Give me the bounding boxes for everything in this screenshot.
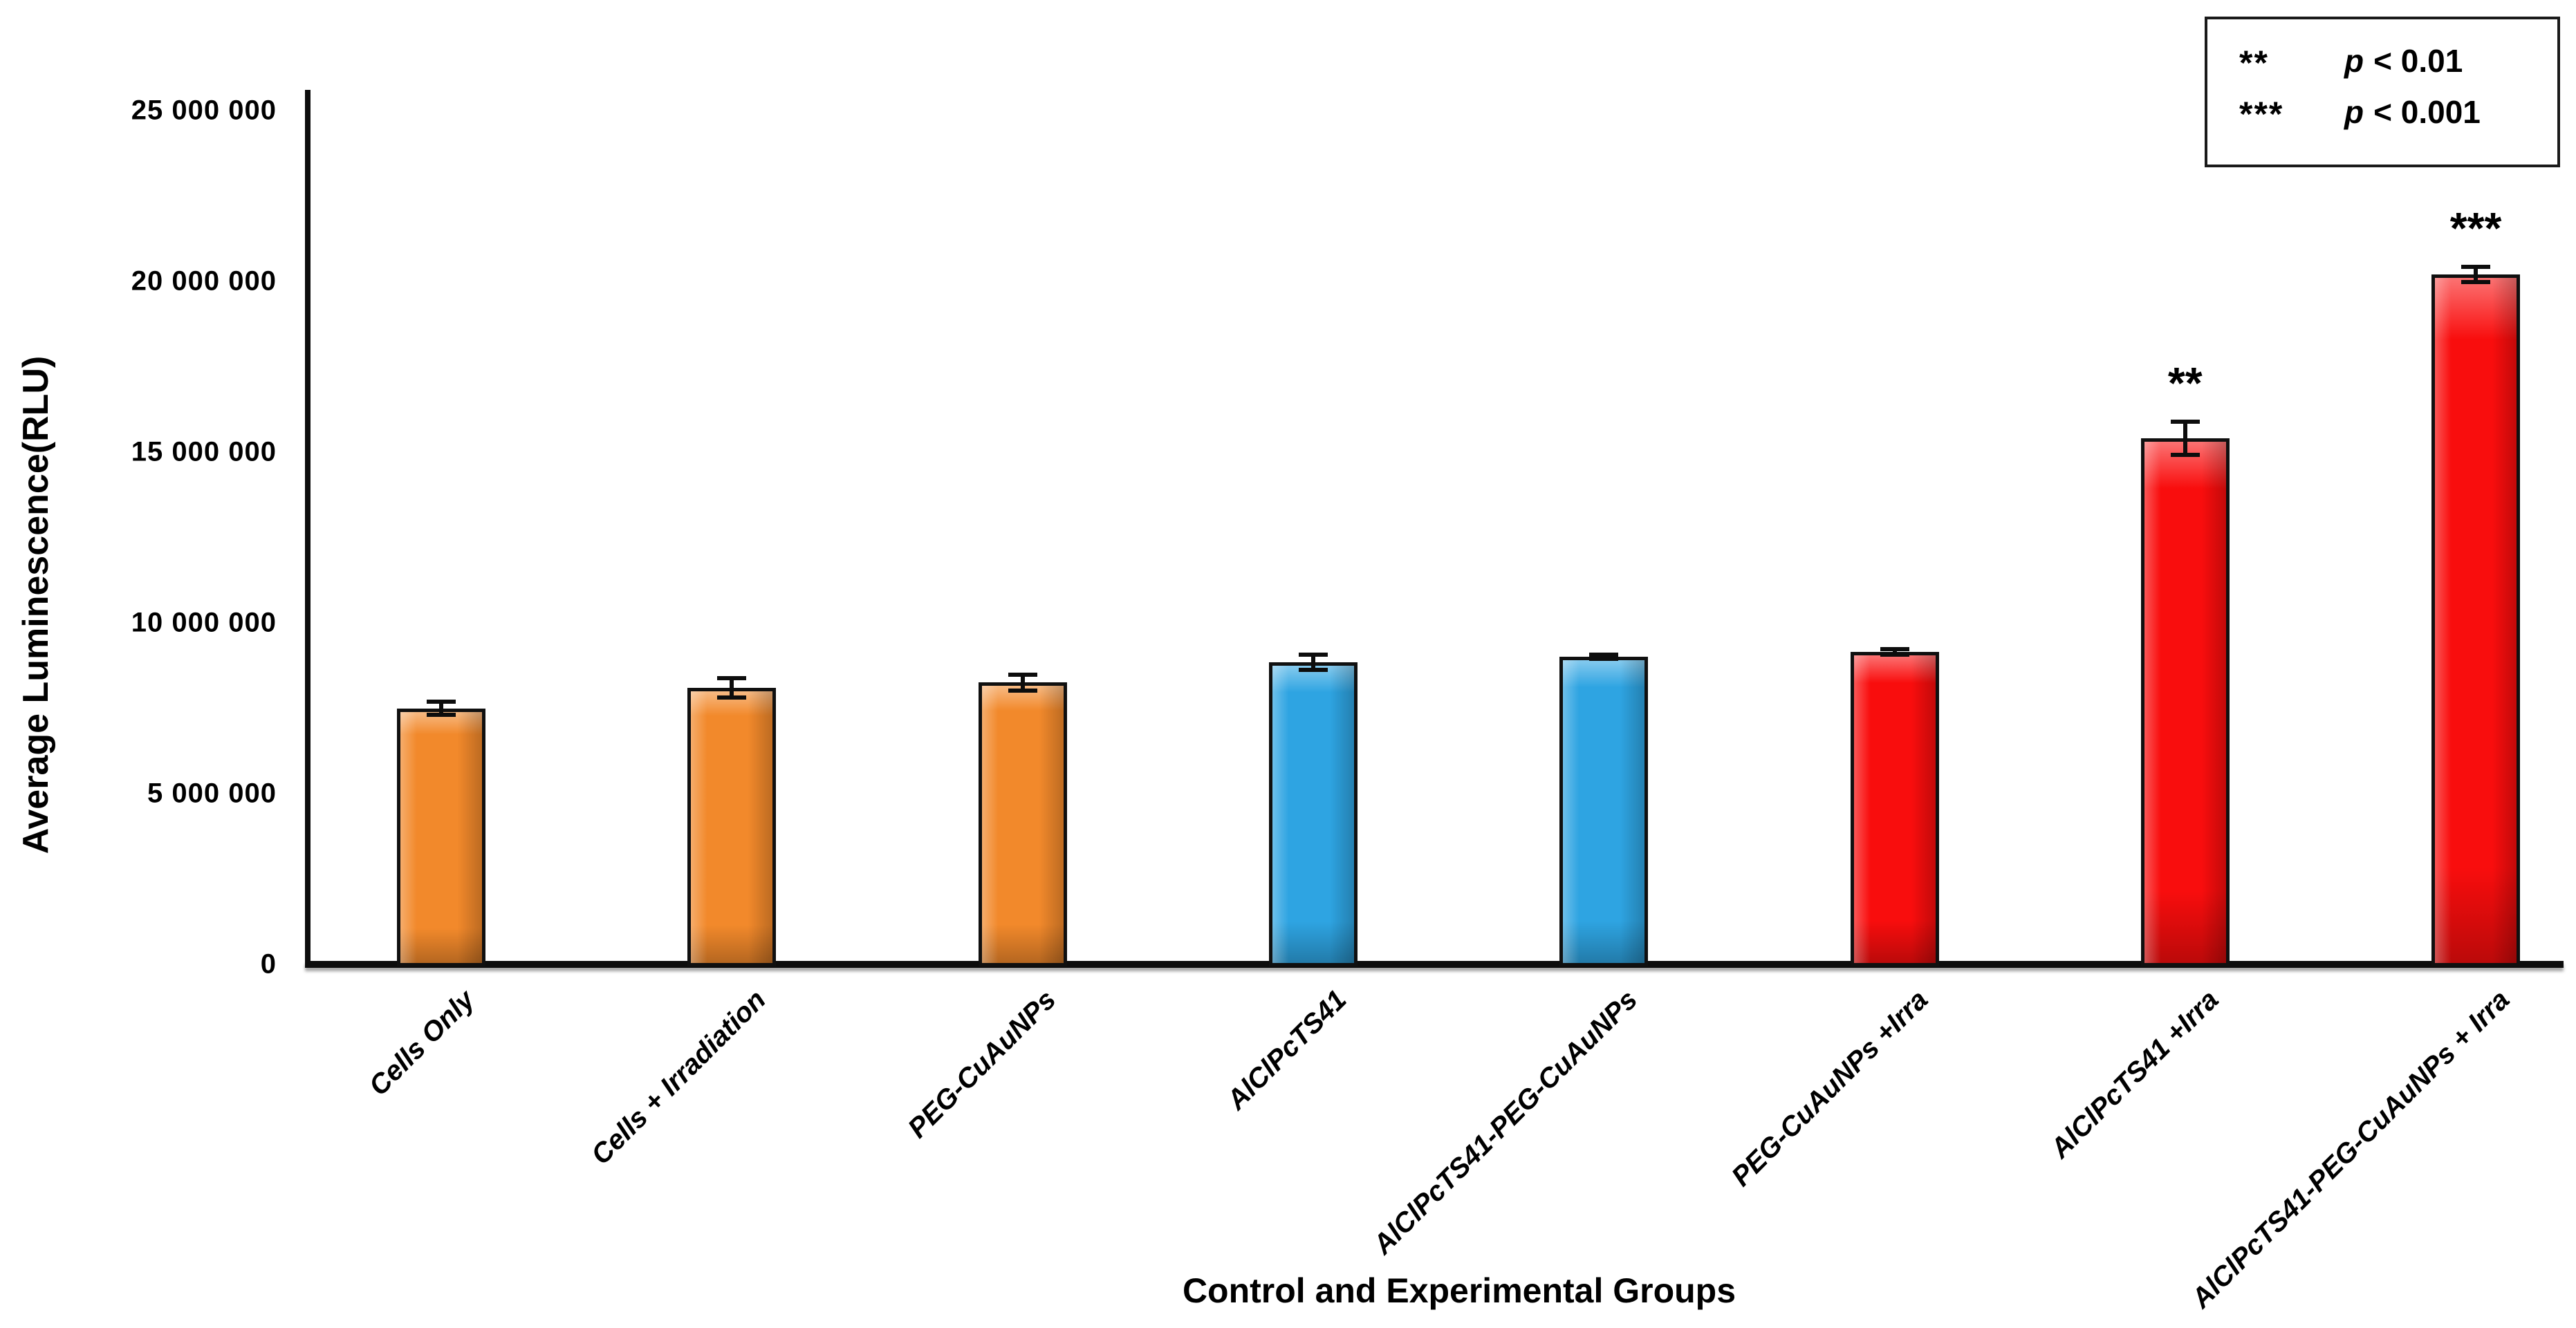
significance-marker: ** bbox=[2167, 358, 2203, 409]
error-bar-cap bbox=[1880, 647, 1909, 652]
bar-5 bbox=[1559, 657, 1649, 966]
x-category-label: AlClPcTS41 bbox=[1221, 984, 1353, 1116]
error-bar-cap bbox=[1298, 652, 1328, 657]
error-bar-cap bbox=[2170, 420, 2200, 424]
error-bar-cap bbox=[427, 699, 456, 704]
double-asterisk-symbol: ** bbox=[2239, 44, 2269, 82]
y-tick-label: 0 bbox=[260, 948, 277, 980]
bar-bevel bbox=[2435, 278, 2517, 963]
y-tick-label: 25 000 000 bbox=[131, 95, 277, 126]
legend-row-p-001: ** p < 0.01 bbox=[2239, 40, 2557, 82]
error-bar bbox=[716, 675, 748, 700]
error-bar bbox=[1297, 652, 1329, 672]
error-bar-line bbox=[1020, 672, 1025, 693]
bar-8 bbox=[2431, 274, 2521, 966]
x-category-label: PEG-CuAuNPs +Irra bbox=[1725, 984, 1934, 1193]
error-bar-cap bbox=[1589, 657, 1619, 662]
x-category-label: Cells + Irradiation bbox=[585, 984, 772, 1171]
error-bar-cap bbox=[2170, 453, 2200, 458]
error-bar-cap bbox=[717, 695, 747, 700]
bar-bevel bbox=[2144, 442, 2226, 963]
y-tick-label: 20 000 000 bbox=[131, 265, 277, 297]
error-bar-line bbox=[1310, 652, 1315, 672]
legend-p-variable: p bbox=[2344, 94, 2364, 130]
bar-bevel bbox=[400, 711, 482, 963]
bar-bevel bbox=[1272, 665, 1354, 963]
bar-bevel bbox=[981, 686, 1064, 963]
legend-p-threshold: < 0.01 bbox=[2373, 43, 2463, 79]
bar-3 bbox=[978, 682, 1067, 966]
triple-asterisk-symbol: *** bbox=[2239, 95, 2284, 133]
error-bar bbox=[1588, 653, 1620, 662]
bar-bevel bbox=[1853, 655, 1936, 963]
significance-marker: *** bbox=[2449, 203, 2502, 254]
x-category-label: AlClPcTS41-PEG-CuAuNPs + Irra bbox=[2185, 984, 2516, 1314]
error-bar-cap bbox=[1008, 672, 1037, 677]
error-bar bbox=[1007, 672, 1039, 693]
error-bar bbox=[2169, 420, 2201, 458]
bar-4 bbox=[1268, 662, 1358, 966]
error-bar bbox=[425, 699, 457, 718]
error-bar-line bbox=[2183, 420, 2187, 458]
error-bar-cap bbox=[1008, 689, 1037, 693]
error-bar-cap bbox=[2461, 279, 2491, 284]
error-bar bbox=[1879, 647, 1911, 657]
legend-box: ** p < 0.01 *** p < 0.001 bbox=[2205, 17, 2560, 167]
error-bar-cap bbox=[2461, 265, 2491, 270]
error-bar-line bbox=[439, 699, 443, 718]
bar-bevel bbox=[691, 691, 773, 963]
x-category-label: PEG-CuAuNPs bbox=[902, 984, 1062, 1144]
error-bar-line bbox=[1892, 647, 1897, 657]
x-category-label: AlClPcTS41-PEG-CuAuNPs bbox=[1367, 984, 1644, 1260]
legend-p-variable: p bbox=[2344, 43, 2364, 79]
bar-6 bbox=[1850, 651, 1939, 966]
error-bar-cap bbox=[1880, 652, 1909, 657]
x-axis-line bbox=[305, 961, 2564, 968]
error-bar-cap bbox=[1589, 653, 1619, 657]
x-category-label: Cells Only bbox=[363, 984, 481, 1102]
error-bar-line bbox=[730, 675, 734, 700]
y-axis-line bbox=[305, 90, 311, 967]
bar-1 bbox=[397, 708, 485, 966]
x-category-label: AlClPcTS41 +Irra bbox=[2045, 984, 2225, 1164]
x-axis-title: Control and Experimental Groups bbox=[1182, 1271, 1736, 1310]
y-tick-label: 15 000 000 bbox=[131, 436, 277, 467]
bar-2 bbox=[687, 687, 777, 966]
error-bar bbox=[2460, 265, 2492, 284]
y-tick-label: 5 000 000 bbox=[147, 778, 277, 809]
legend-p-threshold: < 0.001 bbox=[2373, 94, 2481, 130]
bar-7 bbox=[2140, 438, 2230, 966]
y-axis-title: Average Luminescence(RLU) bbox=[16, 355, 56, 854]
error-bar-cap bbox=[717, 675, 747, 680]
y-tick-label: 10 000 000 bbox=[131, 607, 277, 638]
error-bar-cap bbox=[1298, 667, 1328, 672]
bar-bevel bbox=[1563, 660, 1645, 963]
legend-row-p-0001: *** p < 0.001 bbox=[2239, 91, 2557, 133]
error-bar-line bbox=[2474, 265, 2478, 284]
error-bar-cap bbox=[427, 713, 456, 718]
